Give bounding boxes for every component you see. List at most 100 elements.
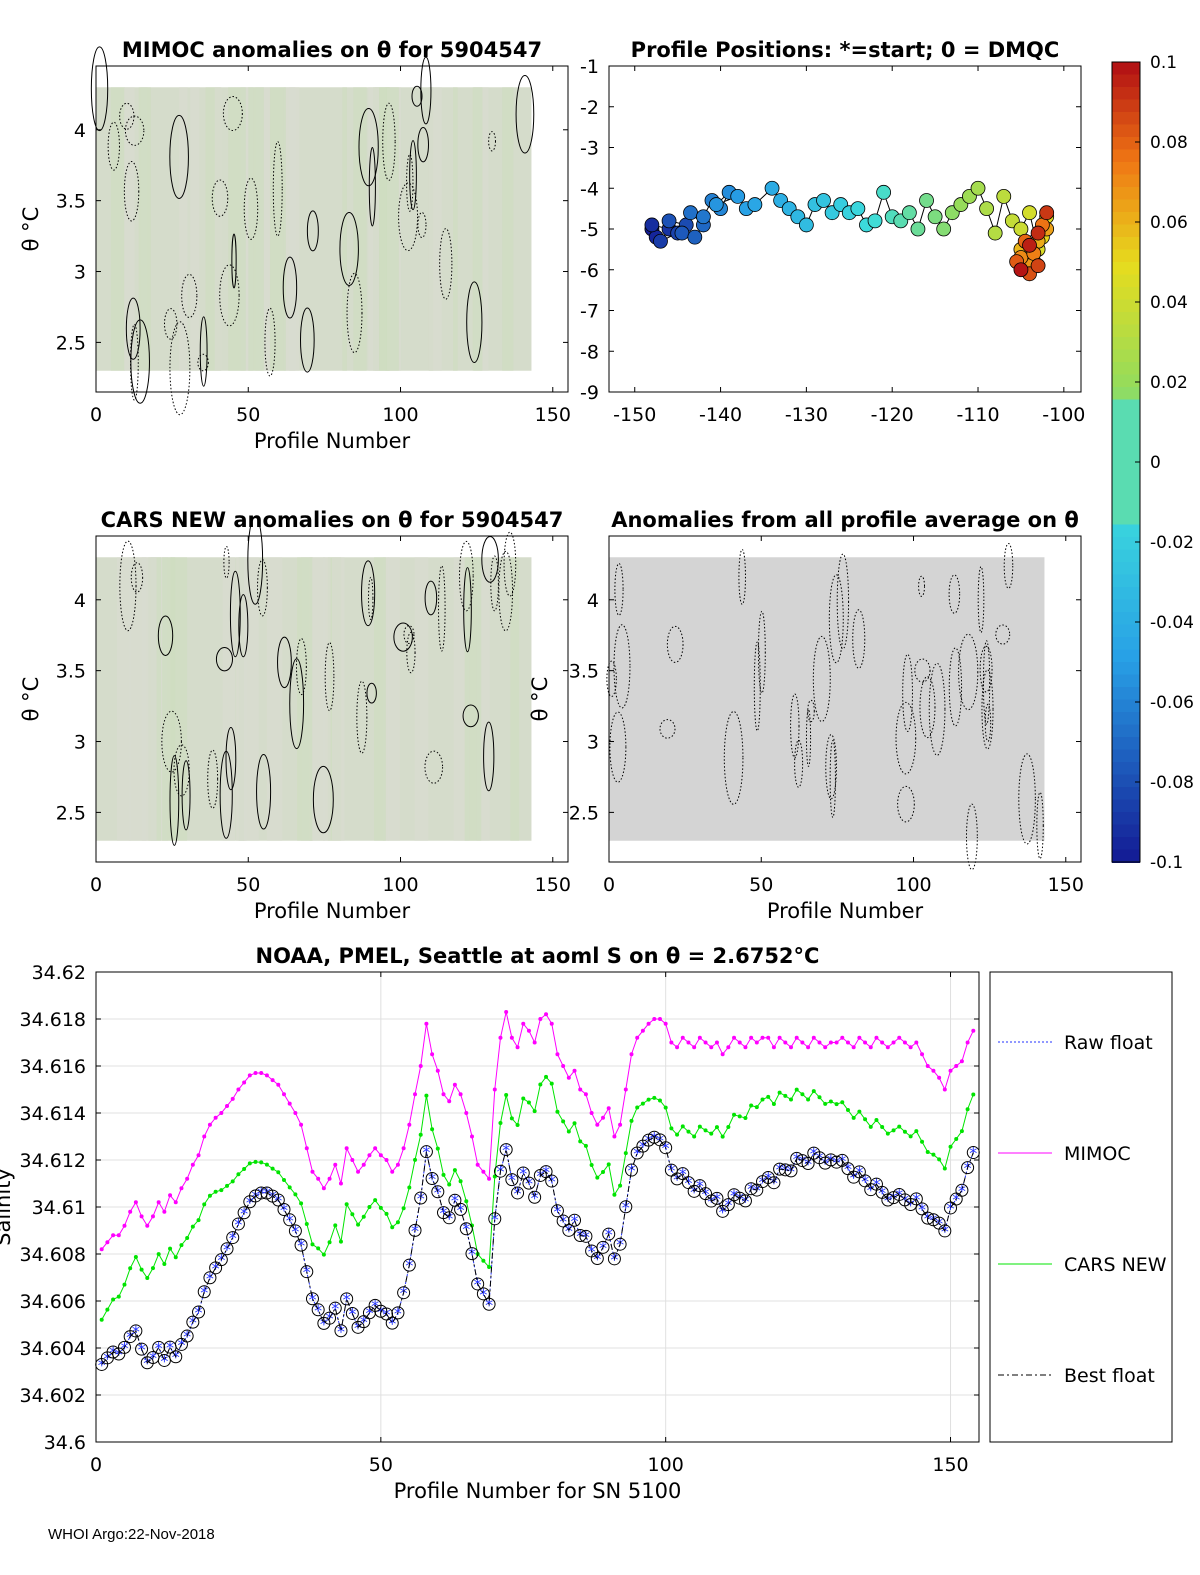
position-marker xyxy=(867,213,883,229)
cars-point xyxy=(902,1129,907,1134)
position-marker xyxy=(936,221,952,237)
colorbar-tick-label: -0.02 xyxy=(1150,533,1194,553)
cars-point xyxy=(709,1131,714,1136)
x-tick-label: 150 xyxy=(535,404,571,426)
raw-point: * xyxy=(907,1195,915,1214)
x-tick-label: -150 xyxy=(613,404,656,426)
contour-line xyxy=(312,765,334,834)
best-point xyxy=(220,1242,234,1256)
raw-point: * xyxy=(320,1314,328,1333)
contour-line xyxy=(306,210,319,252)
cars-point xyxy=(321,1252,326,1257)
mimoc-point xyxy=(464,1111,469,1115)
contour-line xyxy=(366,682,377,704)
x-tick-label: 50 xyxy=(749,874,773,896)
raw-point: * xyxy=(166,1338,174,1357)
colorbar-cell xyxy=(1112,349,1140,363)
cars-point xyxy=(908,1134,913,1139)
cars-point xyxy=(424,1093,429,1098)
colorbar-cell xyxy=(1112,612,1140,626)
contour-line xyxy=(272,141,283,237)
colorbar-cell xyxy=(1112,637,1140,651)
contour-line xyxy=(124,115,145,146)
mimoc-point xyxy=(469,1134,474,1139)
raw-point: * xyxy=(519,1164,527,1183)
best-point xyxy=(237,1206,251,1220)
contour-line xyxy=(659,719,676,739)
mimoc-point xyxy=(344,1146,349,1151)
cars-point xyxy=(236,1172,241,1177)
heat-stripe xyxy=(214,87,222,371)
raw-point: * xyxy=(308,1290,316,1309)
raw-point: * xyxy=(627,1161,635,1180)
contour-line xyxy=(368,576,374,621)
mimoc-point xyxy=(196,1153,201,1158)
contour-line xyxy=(406,153,414,212)
contour-line xyxy=(199,316,208,387)
best-point xyxy=(721,1198,735,1212)
heat-stripe xyxy=(368,87,380,371)
cars-point xyxy=(675,1132,680,1137)
cars-point xyxy=(196,1218,201,1223)
cars-point xyxy=(948,1144,953,1149)
y-tick-label: 3.5 xyxy=(569,661,599,683)
raw-point: * xyxy=(206,1269,214,1288)
raw-point: * xyxy=(445,1209,453,1228)
cars-point xyxy=(190,1224,195,1229)
colorbar-cell xyxy=(1112,662,1140,676)
best-point xyxy=(197,1285,211,1299)
raw-point: * xyxy=(958,1181,966,1200)
y-tick-label: 34.608 xyxy=(20,1244,86,1266)
mimoc-point xyxy=(891,1040,896,1045)
raw-point: * xyxy=(947,1199,955,1218)
cars-point xyxy=(116,1294,121,1299)
y-tick-label: 3 xyxy=(74,732,86,754)
cars-point xyxy=(401,1206,406,1211)
contour-line xyxy=(825,734,837,800)
cars-point xyxy=(464,1199,469,1204)
heat-stripe xyxy=(353,87,367,371)
best-point xyxy=(550,1204,564,1218)
salinity-timeseries-panel: 0 50 100 150 34.6 34.602 34.604 34.606 34.608 34.… xyxy=(0,944,980,1503)
best-point xyxy=(830,1155,844,1169)
best-point xyxy=(607,1252,621,1266)
cars-point xyxy=(589,1163,594,1168)
raw-point: * xyxy=(878,1183,886,1202)
contour-line xyxy=(169,755,180,846)
mimoc-point xyxy=(185,1176,190,1181)
contour-line xyxy=(161,710,182,773)
best-point xyxy=(784,1164,798,1178)
y-tick-label: 3.5 xyxy=(56,661,86,683)
contour-line xyxy=(981,669,994,750)
mimoc-point xyxy=(373,1146,378,1151)
best-point xyxy=(744,1182,758,1196)
heat-stripe xyxy=(179,87,188,371)
mimoc-point xyxy=(304,1146,309,1151)
mimoc-point xyxy=(640,1028,645,1033)
cars-point xyxy=(242,1167,247,1172)
colorbar-cell xyxy=(1112,87,1140,101)
contour-line xyxy=(490,555,499,612)
contour-line xyxy=(361,560,376,627)
cars-point xyxy=(561,1119,566,1124)
mimoc-point xyxy=(441,1092,446,1097)
mimoc-point xyxy=(247,1073,252,1078)
cars-point xyxy=(293,1192,298,1197)
cars-point xyxy=(207,1193,212,1198)
y-tick-label: 2.5 xyxy=(56,802,86,824)
cars-point xyxy=(657,1098,662,1103)
contour-line xyxy=(238,594,249,658)
cars-point xyxy=(150,1266,155,1271)
heat-stripe xyxy=(323,557,331,841)
cars-point xyxy=(538,1082,543,1087)
raw-point: * xyxy=(935,1214,943,1233)
colorbar-tick-label: 0.1 xyxy=(1150,53,1177,73)
contour-line xyxy=(897,785,915,823)
best-point xyxy=(602,1227,616,1241)
mimoc-point xyxy=(287,1101,292,1106)
position-marker xyxy=(1022,237,1037,253)
contour-line xyxy=(895,701,917,775)
contour-line xyxy=(852,609,866,669)
raw-point: * xyxy=(804,1155,812,1174)
y-tick-label: 34.61 xyxy=(32,1197,86,1219)
